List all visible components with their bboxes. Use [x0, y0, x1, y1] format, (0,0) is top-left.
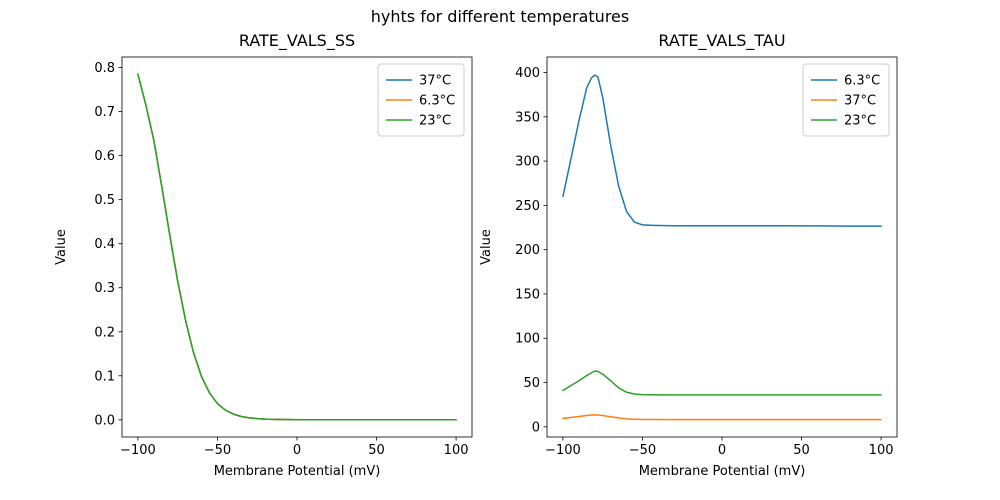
x-tick-label: 100 — [444, 443, 469, 458]
legend-label-6.3C: 6.3°C — [844, 74, 880, 89]
series-line-6.3C — [562, 74, 882, 227]
x-tick-label: −50 — [629, 443, 656, 458]
figure-title: hyhts for different temperatures — [370, 7, 630, 26]
plot-frame — [546, 56, 898, 438]
y-tick-label: 0.6 — [94, 149, 115, 164]
x-tick-label: 0 — [293, 443, 301, 458]
legend-label-23C: 23°C — [419, 114, 451, 129]
plot-frame — [121, 56, 473, 438]
legend-label-37C: 37°C — [419, 74, 451, 89]
y-tick-label: 400 — [515, 66, 540, 81]
legend-label-6.3C: 6.3°C — [419, 94, 455, 109]
series-line-37C — [562, 414, 882, 421]
x-tick-label: 50 — [368, 443, 385, 458]
series-line-23C — [562, 370, 882, 396]
y-tick-label: 100 — [515, 332, 540, 347]
x-tick-label: −100 — [120, 443, 156, 458]
chart-title: RATE_VALS_TAU — [658, 31, 785, 51]
chart-canvas: RATE_VALS_SS Membrane Potential (mV) Value… — [54, 31, 473, 479]
x-tick-label: −50 — [204, 443, 231, 458]
y-axis-label: Value — [54, 229, 69, 265]
y-tick-label: 0.3 — [94, 281, 115, 296]
legend-label-23C: 23°C — [844, 114, 876, 129]
legend-box — [377, 63, 465, 137]
y-tick-label: 0.1 — [94, 369, 115, 384]
y-tick-label: 200 — [515, 243, 540, 258]
x-axis-label: Membrane Potential (mV) — [639, 464, 806, 479]
x-axis-label: Membrane Potential (mV) — [214, 464, 381, 479]
x-tick-label: 50 — [793, 443, 810, 458]
legend-box — [802, 63, 890, 137]
y-tick-label: 50 — [523, 376, 540, 391]
chart-canvas: RATE_VALS_TAU Membrane Potential (mV) Valu… — [479, 31, 898, 479]
y-tick-label: 250 — [515, 199, 540, 214]
y-tick-label: 150 — [515, 287, 540, 302]
chart-rate-vals-tau: RATE_VALS_TAU Membrane Potential (mV) Valu… — [435, 30, 915, 500]
y-tick-label: 0.8 — [94, 61, 115, 76]
y-tick-label: 350 — [515, 110, 540, 125]
y-axis-label: Value — [479, 229, 494, 265]
legend-label-37C: 37°C — [844, 94, 876, 109]
y-tick-label: 0 — [532, 420, 540, 435]
x-tick-label: −100 — [545, 443, 581, 458]
y-tick-label: 0.4 — [94, 237, 115, 252]
chart-rate-vals-ss: RATE_VALS_SS Membrane Potential (mV) Value… — [10, 30, 490, 500]
y-tick-label: 300 — [515, 155, 540, 170]
y-tick-label: 0.7 — [94, 105, 115, 120]
chart-title: RATE_VALS_SS — [239, 31, 355, 51]
x-tick-label: 0 — [718, 443, 726, 458]
y-tick-label: 0.5 — [94, 193, 115, 208]
y-tick-label: 0.0 — [94, 413, 115, 428]
series-line-23C — [137, 73, 457, 421]
y-tick-label: 0.2 — [94, 325, 115, 340]
x-tick-label: 100 — [869, 443, 894, 458]
